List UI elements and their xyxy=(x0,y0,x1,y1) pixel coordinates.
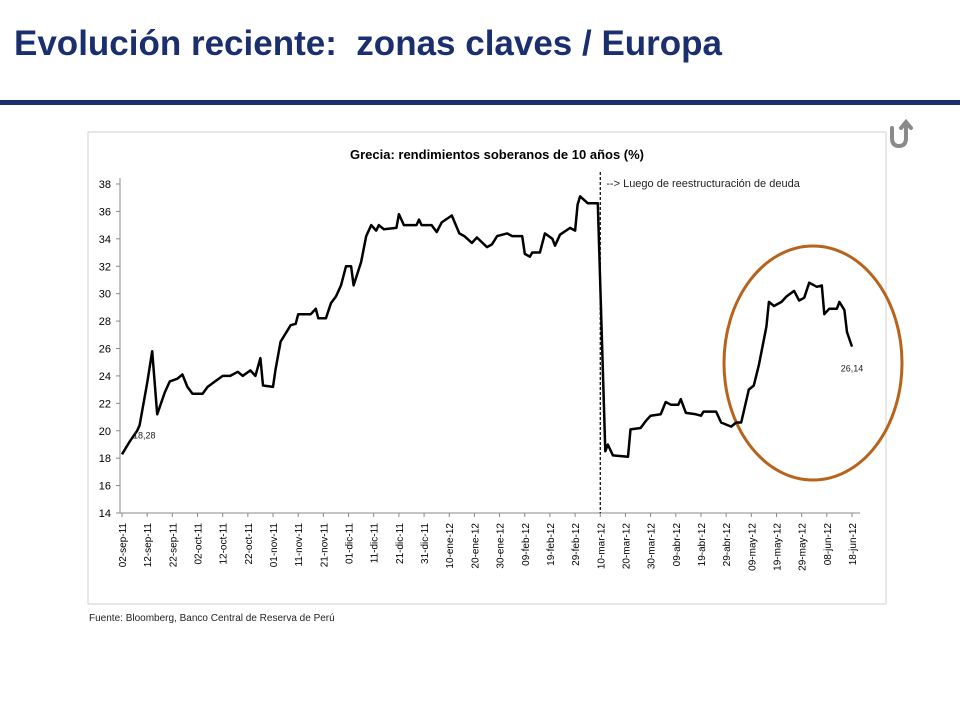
source-note: Fuente: Bloomberg, Banco Central de Rese… xyxy=(89,613,335,624)
x-tick-label: 19-abr-12 xyxy=(697,523,708,567)
y-tick-label: 30 xyxy=(99,289,111,301)
x-tick-label: 18-jun-12 xyxy=(848,523,859,566)
x-tick-label: 30-ene-12 xyxy=(496,523,507,569)
y-tick-label: 24 xyxy=(99,371,111,383)
x-tick-label: 20-ene-12 xyxy=(470,523,481,569)
x-tick-label: 10-ene-12 xyxy=(445,523,456,569)
chart-frame xyxy=(87,131,887,605)
x-tick-label: 19-feb-12 xyxy=(546,523,557,566)
chart-title: Grecia: rendimientos soberanos de 10 año… xyxy=(350,147,644,162)
y-tick-label: 34 xyxy=(99,234,111,246)
y-tick-label: 38 xyxy=(99,179,111,191)
x-tick-label: 11-nov-11 xyxy=(294,523,305,567)
x-tick-label: 29-feb-12 xyxy=(571,523,582,566)
y-tick-label: 20 xyxy=(99,426,111,438)
slide-title: Evolución reciente: zonas claves / Europ… xyxy=(14,24,723,63)
y-tick-label: 18 xyxy=(99,453,111,465)
point-label: 26,14 xyxy=(841,364,864,374)
x-tick-label: 19-may-12 xyxy=(772,523,783,571)
y-tick-label: 26 xyxy=(99,344,111,356)
x-tick-label: 22-sep-11 xyxy=(168,523,179,568)
event-label: --> Luego de reestructuración de deuda xyxy=(606,178,800,190)
x-tick-label: 09-feb-12 xyxy=(521,523,532,566)
yield-line xyxy=(120,195,854,459)
x-tick-label: 20-mar-12 xyxy=(621,523,632,570)
x-tick-label: 31-dic-11 xyxy=(420,523,431,564)
x-tick-label: 22-oct-11 xyxy=(244,523,255,565)
y-tick-label: 14 xyxy=(99,508,111,520)
x-tick-label: 29-may-12 xyxy=(798,523,809,571)
y-tick-label: 28 xyxy=(99,316,111,328)
x-tick-label: 12-oct-11 xyxy=(219,523,230,565)
highlight-ellipse xyxy=(722,244,904,482)
y-tick-label: 16 xyxy=(99,481,111,493)
title-rule xyxy=(0,100,960,105)
x-tick-label: 29-abr-12 xyxy=(722,523,733,567)
y-tick-label: 22 xyxy=(99,398,111,410)
point-label: 18,28 xyxy=(133,430,156,440)
y-tick-label: 36 xyxy=(99,206,111,218)
x-tick-label: 09-abr-12 xyxy=(672,523,683,567)
x-tick-label: 08-jun-12 xyxy=(823,523,834,566)
x-tick-label: 02-oct-11 xyxy=(194,523,205,565)
x-tick-label: 01-dic-11 xyxy=(345,523,356,564)
x-tick-label: 12-sep-11 xyxy=(143,523,154,568)
x-tick-label: 21-nov-11 xyxy=(319,523,330,568)
x-tick-label: 30-mar-12 xyxy=(647,523,658,570)
x-tick-label: 10-mar-12 xyxy=(596,523,607,570)
y-tick-label: 32 xyxy=(99,261,111,273)
x-tick-label: 11-dic-11 xyxy=(370,523,381,564)
return-icon xyxy=(890,118,913,149)
x-tick-label: 01-nov-11 xyxy=(269,523,280,568)
x-tick-label: 02-sep-11 xyxy=(118,523,129,568)
x-tick-label: 09-may-12 xyxy=(747,523,758,571)
x-tick-label: 21-dic-11 xyxy=(395,523,406,564)
